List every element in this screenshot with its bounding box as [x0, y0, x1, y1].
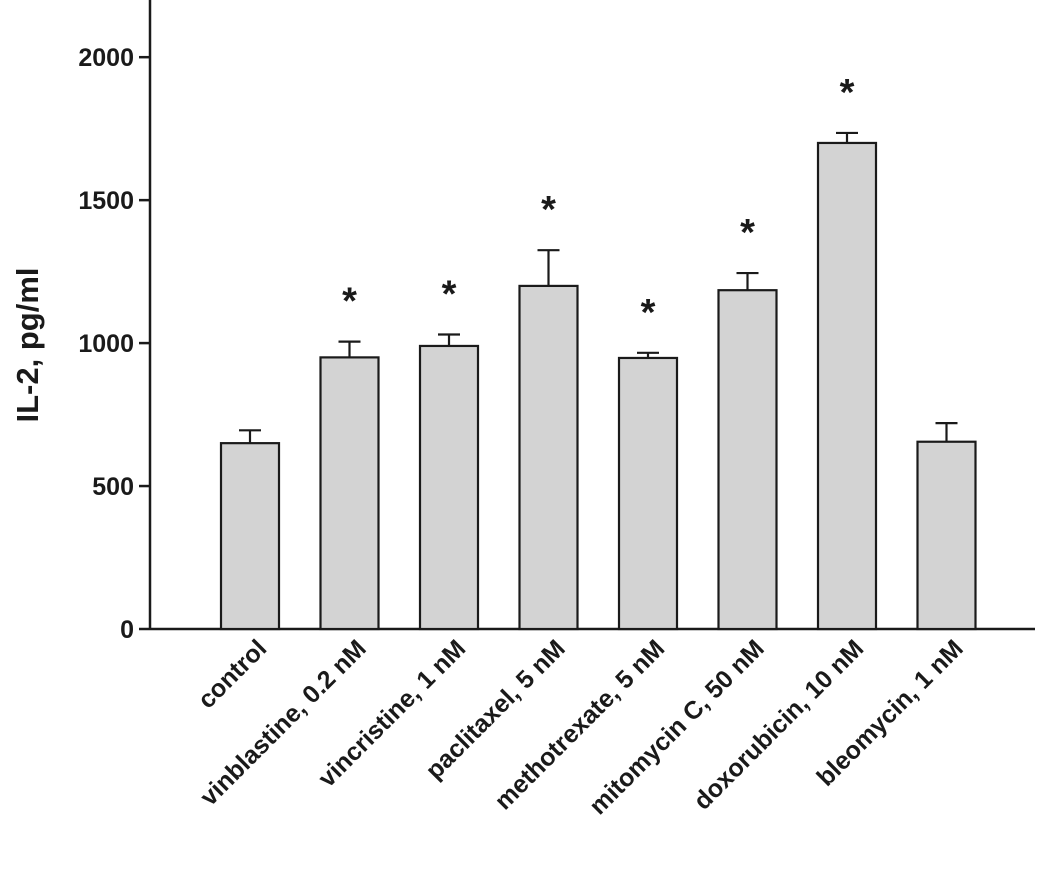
x-category-label: methotrexate, 5 nM — [489, 634, 670, 815]
x-category-label: doxorubicin, 10 nM — [688, 634, 869, 815]
bars — [219, 141, 977, 631]
x-category-label: mitomycin C, 50 nM — [584, 634, 770, 820]
x-category-label: control — [193, 634, 273, 714]
error-bar — [239, 429, 261, 444]
error-bar — [537, 249, 560, 286]
y-axis-title: IL-2, pg/ml — [10, 268, 45, 423]
y-tick-label: 1500 — [78, 187, 134, 215]
y-tick-label: 2000 — [78, 44, 134, 72]
error-bar — [935, 422, 958, 442]
significance-star: * — [342, 281, 357, 323]
y-tick-label: 500 — [92, 473, 134, 501]
y-tick-label: 0 — [120, 616, 134, 644]
bar — [717, 289, 778, 631]
axes — [148, 0, 1035, 631]
bar — [518, 284, 579, 631]
significance-star: * — [641, 292, 656, 334]
y-axis-ticks: 0 500 1000 1500 2000 — [78, 44, 150, 644]
error-bars — [239, 131, 958, 444]
y-tick-label: 1000 — [78, 330, 134, 358]
bar — [319, 356, 380, 631]
significance-star: * — [740, 212, 755, 254]
significance-markers: * * * * * * — [342, 72, 855, 334]
bar — [418, 344, 480, 631]
error-bar — [637, 351, 659, 358]
error-bar — [836, 131, 858, 143]
significance-star: * — [442, 274, 457, 316]
error-bar — [438, 333, 460, 346]
x-category-label: vinblastine, 0.2 nM — [195, 634, 372, 811]
bar — [916, 440, 977, 631]
bar — [617, 356, 679, 631]
significance-star: * — [840, 72, 855, 114]
error-bar — [736, 271, 759, 291]
error-bar — [338, 340, 361, 358]
bar — [816, 141, 878, 631]
bar — [219, 442, 281, 631]
significance-star: * — [541, 189, 556, 231]
